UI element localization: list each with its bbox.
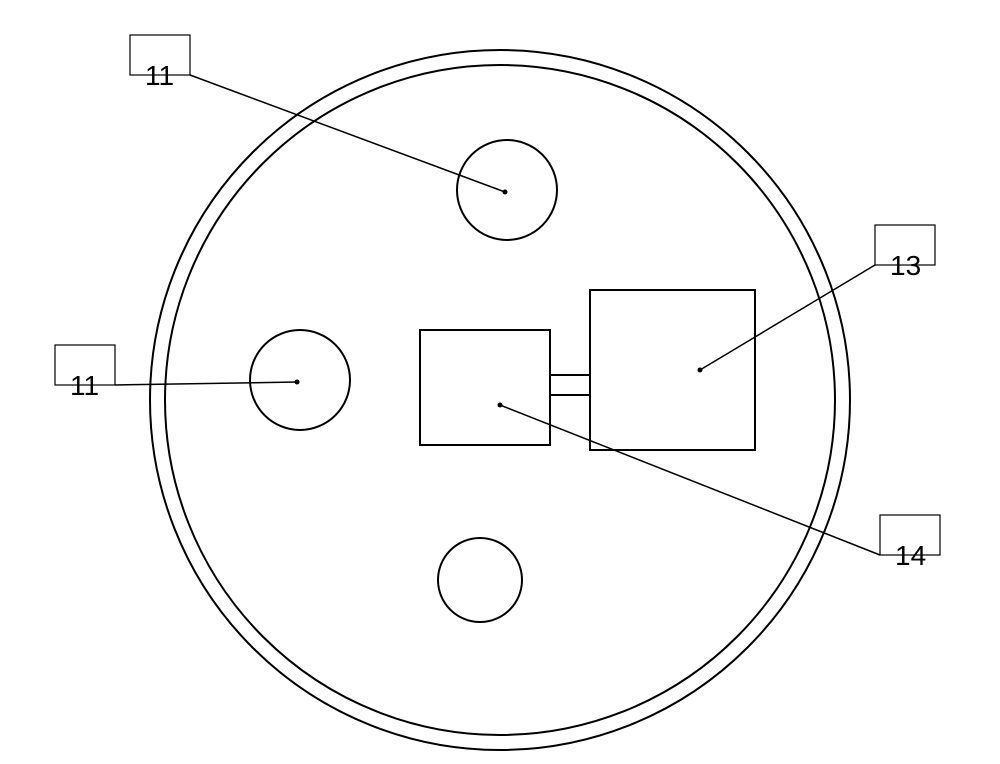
callout-line-3: [500, 405, 880, 555]
callout-dot-3: [498, 403, 503, 408]
callout-line-0: [190, 75, 505, 192]
inner-circle: [165, 65, 835, 735]
callout-dot-2: [698, 368, 703, 373]
callout-dot-0: [503, 190, 508, 195]
callout-label-3: 14: [895, 540, 926, 572]
callout-line-1: [115, 382, 297, 385]
callout-label-1: 11: [70, 370, 99, 402]
small-circle-1: [250, 330, 350, 430]
small-circle-2: [438, 538, 522, 622]
small-circle-0: [457, 140, 557, 240]
diagram-canvas: [0, 0, 1000, 764]
right-rect: [590, 290, 755, 450]
callout-line-2: [700, 265, 875, 370]
callout-label-2: 13: [890, 250, 921, 282]
callout-label-0: 11: [145, 60, 174, 92]
center-rect: [420, 330, 550, 445]
callout-dot-1: [295, 380, 300, 385]
